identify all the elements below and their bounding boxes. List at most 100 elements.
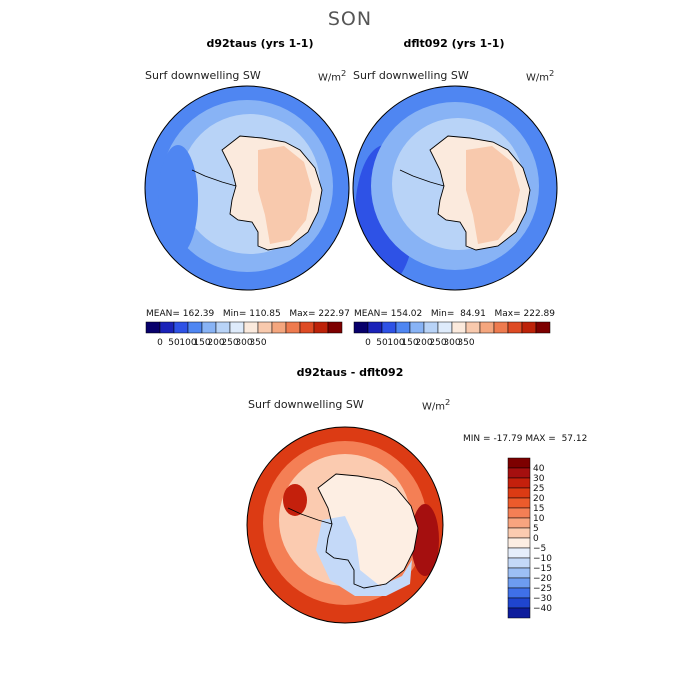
panel1-max: 222.97 [318,309,350,319]
panel3-colorbar-swatch [507,467,531,479]
panel3-units: W/m2 [422,397,451,413]
panel1-colorbar-tick: 150 [193,338,210,348]
panel3-colorbar-swatch [507,497,531,509]
panel1-mean: 162.39 [182,309,215,319]
panel3-colorbar-tick: 20 [533,494,545,504]
panel2-colorbar-tick: 250 [429,338,446,348]
panel1-colorbar-swatch [173,321,189,334]
panel2-mean-label: MEAN= [354,309,388,319]
panel1-plateau [258,146,312,244]
panel2-max: 222.89 [523,309,556,319]
panel3-colorbar-swatch [507,577,531,589]
panel2-colorbar-swatch [465,321,481,334]
panel3-colorbar-tick: −10 [533,554,552,564]
panel1-coastline [221,135,323,251]
panel2-colorbar-swatch [423,321,439,334]
panel2-colorbar-tick: 350 [457,338,474,348]
panel3-map-border [246,426,444,624]
panel3-ross-neg [316,516,412,596]
panel3-colorbar-swatch [507,547,531,559]
panel1-colorbar-swatch [313,321,329,334]
panel2-colorbar-swatch [451,321,467,334]
panel2-colorbar-tick: 200 [415,338,432,348]
panel1-units: W/m2 [318,68,347,84]
panel2-peninsula [399,169,445,187]
panel3-colorbar-swatch [507,597,531,609]
panel2-colorbar-tick: 100 [387,338,404,348]
panel2-colorbar-swatch [395,321,411,334]
panel2-stats: MEAN= 154.02 Min= 84.91 Max= 222.89 [354,309,555,319]
panel2-colorbar-swatch [437,321,453,334]
panel3-max: 57.12 [561,434,588,444]
panel3-coastline [317,473,419,589]
panel1-peninsula [191,169,237,187]
panel1-colorbar-tick: 250 [221,338,238,348]
panel2-colorbar-swatch [479,321,495,334]
panel1-colorbar-swatch [271,321,287,334]
panel1-title: d92taus (yrs 1-1) [206,37,314,50]
panel1-west-band [158,145,198,255]
panel3-colorbar-tick: −20 [533,574,552,584]
panel3-colorbar-tick: 0 [533,534,539,544]
panel2-max-label: Max= [494,309,521,319]
panel1-colorbar-swatch [201,321,217,334]
panel1-colorbar-swatch [327,321,343,334]
panel2-variable: Surf downwelling SW [353,69,469,82]
panel1-colorbar-swatch [187,321,203,334]
panel3-title: d92taus - dflt092 [296,366,404,379]
panel2-colorbar-swatch [353,321,369,334]
panel1-mean-label: MEAN= [146,309,180,319]
panel2-map-border [352,85,558,291]
panel2-colorbar-swatch [409,321,425,334]
panel1-colorbar-swatch [159,321,175,334]
panel1-colorbar-tick: 0 [157,338,163,348]
panel3-min: -17.79 [493,434,523,444]
panel3-colorbar-swatch [507,557,531,569]
panel3-min-label: MIN = [463,434,491,444]
panel2-colorbar-tick: 150 [401,338,418,348]
panel3-colorbar-tick: 10 [533,514,545,524]
season-title: SON [327,8,373,30]
panel2-colorbar-swatch [493,321,509,334]
panel3-colorbar-swatch [507,537,531,549]
panel1-colorbar-swatch [229,321,245,334]
panel3-colorbar-swatch [507,487,531,499]
panel1-colorbar-swatch [215,321,231,334]
panel1-colorbar-tick: 350 [249,338,266,348]
panel3-colorbar-tick: −30 [533,594,552,604]
panel2-colorbar-tick: 0 [365,338,371,348]
panel1-colorbar-tick: 200 [207,338,224,348]
panel3-stats: MIN = -17.79 MAX = 57.12 [463,434,587,444]
panel3-colorbar-swatch [507,507,531,519]
panel1-colorbar-swatch [285,321,301,334]
panel2-colorbar-tick: 300 [443,338,460,348]
panel3-peninsula [287,507,333,525]
panel2-min-label: Min= [430,309,455,319]
panel3-colorbar-tick: −15 [533,564,552,574]
panel3-colorbar-swatch [507,607,531,619]
panel3-colorbar-swatch [507,527,531,539]
panel1-colorbar-swatch [299,321,315,334]
panel3-colorbar-tick: −25 [533,584,552,594]
panel1-variable: Surf downwelling SW [145,69,261,82]
panel3-colorbar-tick: 30 [533,474,545,484]
panel3-colorbar-swatch [507,457,531,469]
panel3-colorbar-swatch [507,587,531,599]
panel1-min: 110.85 [249,309,281,319]
panel3-colorbar-swatch [507,517,531,529]
panel1-colorbar-swatch [243,321,259,334]
panel2-map [352,85,558,291]
panel3-map [246,426,444,624]
panel1-colorbar-swatch [257,321,273,334]
panel2-plateau [466,146,520,244]
panel1-stats: MEAN= 162.39 Min= 110.85 Max= 222.97 [146,309,350,319]
panel1-min-label: Min= [222,309,247,319]
panel3-colorbar-tick: −40 [533,604,552,614]
panel3-colorbar-tick: 40 [533,464,545,474]
panel3-colorbar-swatch [507,477,531,489]
panel1-colorbar-tick: 100 [179,338,196,348]
panel3-variable: Surf downwelling SW [248,398,364,411]
